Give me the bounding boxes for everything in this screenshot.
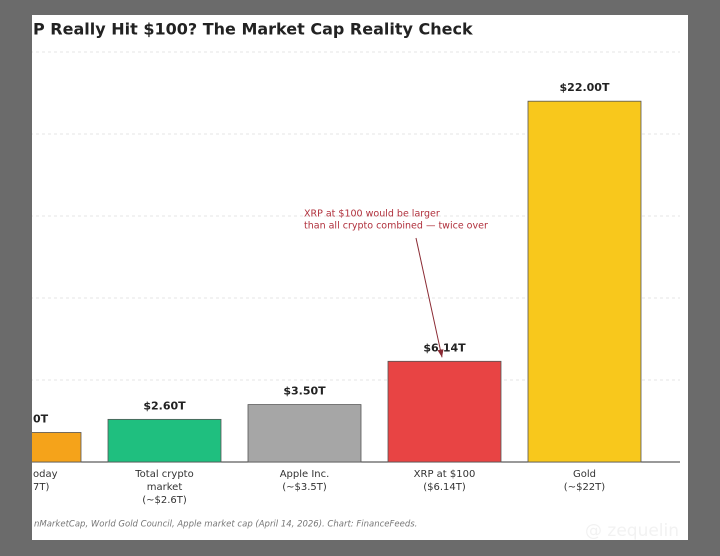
x-tick-label: (~$2.6T) [142, 495, 187, 506]
value-label: $3.50T [283, 385, 326, 398]
annotation: than all crypto combined — twice over [304, 221, 488, 232]
bar [247, 404, 362, 463]
x-tick-label: 7T) [33, 482, 49, 493]
x-tick-label: market [147, 482, 183, 493]
x-tick-label: ($6.14T) [423, 482, 466, 493]
chart-title: P Really Hit $100? The Market Cap Realit… [33, 20, 473, 39]
x-tick-label: Apple Inc. [280, 469, 330, 480]
plot-area: P Really Hit $100? The Market Cap Realit… [32, 20, 680, 506]
x-tick-label: oday [33, 469, 58, 480]
annotation-arrow [415, 237, 443, 358]
source-note: nMarketCap, World Gold Council, Apple ma… [34, 520, 417, 530]
value-label: $2.60T [143, 399, 186, 412]
watermark: @ zequelin [585, 521, 679, 541]
x-tick-label: Gold [573, 469, 596, 480]
x-tick-label: XRP at $100 [414, 469, 476, 480]
bar [387, 360, 502, 463]
bar [32, 432, 82, 463]
x-tick-label: (~$3.5T) [282, 482, 327, 493]
bar [107, 418, 222, 463]
bar [527, 100, 642, 463]
annotation: XRP at $100 would be larger [304, 209, 440, 220]
value-label: $22.00T [560, 81, 610, 94]
annotation-arrowhead [437, 349, 444, 358]
value-label: $6.14T [423, 341, 466, 354]
x-tick-label: (~$22T) [564, 482, 605, 493]
x-tick-label: Total crypto [134, 469, 193, 480]
value-label: 0T [33, 412, 49, 425]
